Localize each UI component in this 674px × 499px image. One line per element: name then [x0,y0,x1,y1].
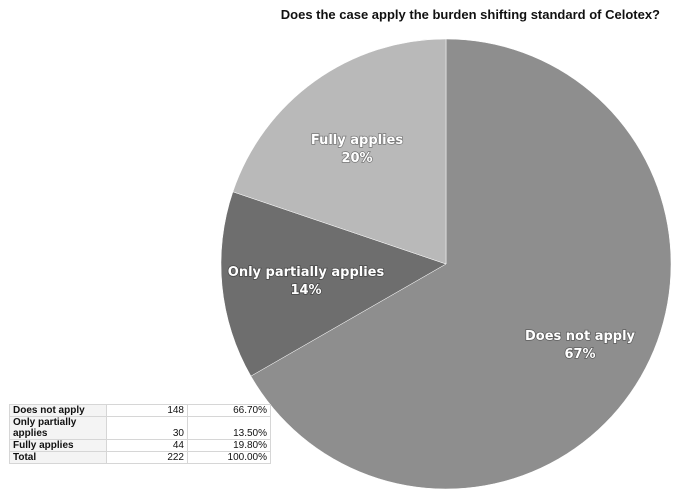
chart-title: Does the case apply the burden shifting … [280,7,660,22]
row-percent: 19.80% [187,439,271,452]
table-row: Only partially applies 30 13.50% [9,416,271,440]
data-table: Does not apply 148 66.70% Only partially ap… [9,404,271,464]
pie-slices [220,38,672,490]
row-percent: 13.50% [187,416,271,440]
slice-label: Fully applies [311,133,404,148]
row-label: Does not apply [9,404,107,417]
slice-label: Only partially applies [228,265,385,280]
slice-percent-label: 14% [290,283,321,298]
row-label: Total [9,451,107,464]
slice-percent-label: 20% [341,151,372,166]
row-percent: 66.70% [187,404,271,417]
pie-labels: Does not apply 67% Only partially applies 1… [227,132,636,363]
slice-percent-label: 67% [564,347,595,362]
row-count: 44 [106,439,188,452]
pie-slice-does-not-apply [250,38,672,490]
row-count: 148 [106,404,188,417]
row-label: Only partially applies [9,416,107,440]
table-row: Does not apply 148 66.70% [9,404,271,417]
row-count: 30 [106,416,188,440]
table-row: Total 222 100.00% [9,451,271,464]
slice-label: Does not apply [525,329,636,344]
row-percent: 100.00% [187,451,271,464]
pie-slice-only-partially-applies [220,191,447,377]
table-row: Fully applies 44 19.80% [9,439,271,452]
pie-slice-fully-applies [232,38,447,265]
row-label: Fully applies [9,439,107,452]
row-count: 222 [106,451,188,464]
